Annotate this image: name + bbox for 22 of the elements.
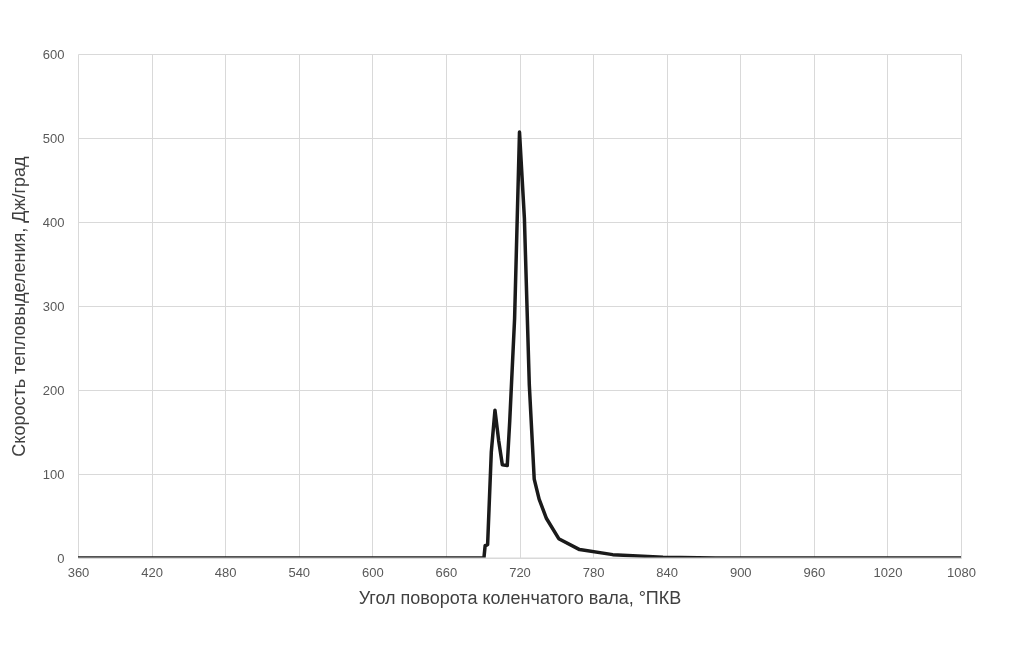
y-tick-label: 400 — [42, 214, 65, 230]
y-tick-label: 100 — [42, 466, 65, 482]
x-tick-label: 900 — [729, 564, 752, 580]
x-tick-label: 600 — [361, 564, 384, 580]
x-tick-label: 660 — [435, 564, 458, 580]
x-tick-label: 360 — [67, 564, 90, 580]
x-tick-label: 780 — [582, 564, 605, 580]
x-tick-label: 720 — [509, 564, 531, 580]
x-tick-label: 840 — [656, 564, 679, 580]
y-tick-label: 300 — [42, 298, 65, 314]
y-axis-title: Скорость тепловыделения, Дж/град — [8, 155, 29, 457]
x-tick-label: 1020 — [873, 564, 903, 580]
x-tick-label: 1080 — [947, 564, 976, 580]
y-tick-label: 600 — [42, 46, 65, 62]
x-tick-label: 960 — [803, 564, 826, 580]
x-tick-label: 420 — [141, 564, 163, 580]
x-axis-title: Угол поворота коленчатого вала, °ПКВ — [358, 587, 682, 608]
y-tick-label: 200 — [42, 382, 65, 398]
y-tick-label: 500 — [42, 130, 65, 146]
y-tick-label: 0 — [57, 550, 65, 566]
x-tick-label: 480 — [214, 564, 237, 580]
x-tick-label: 540 — [288, 564, 311, 580]
